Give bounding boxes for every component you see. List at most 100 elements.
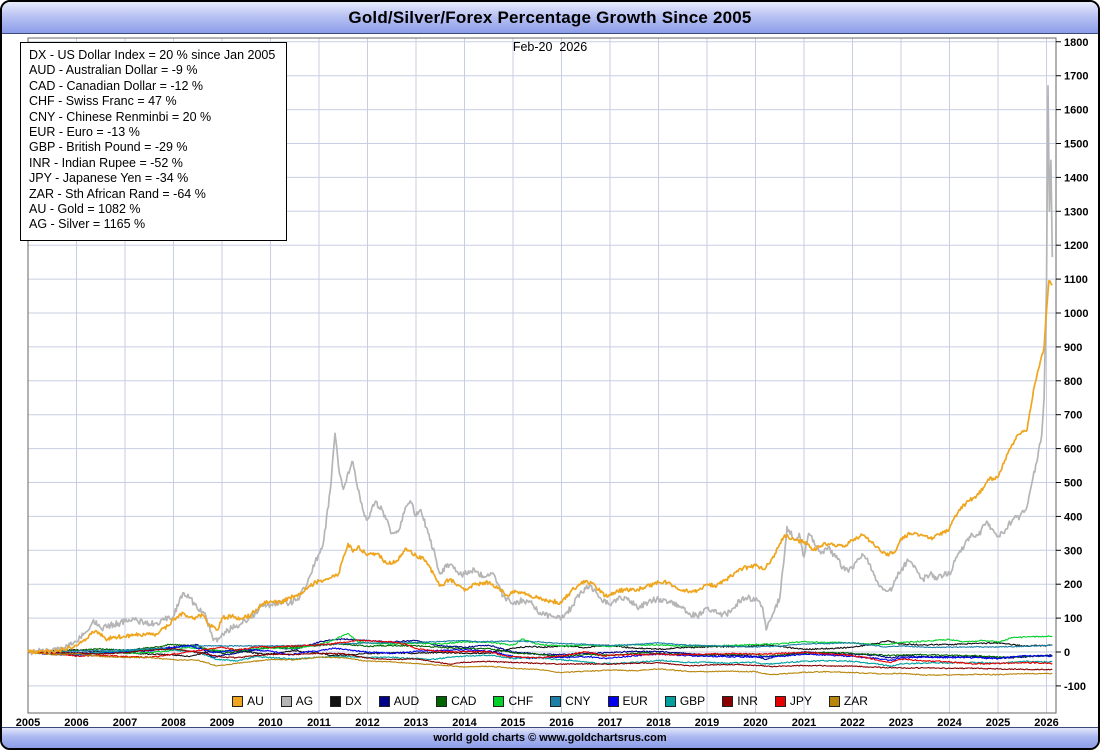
svg-text:2006: 2006: [64, 717, 88, 728]
x-axis: 2005 2006 2007 2008 2009 2010 2011 2012 2013 2014…: [16, 717, 1059, 728]
legend-item-cny: CNY: [550, 694, 591, 708]
legend-label-dx: DX: [345, 694, 362, 708]
legend-item-zar: ZAR: [828, 694, 868, 708]
legend-label-aud: AUD: [393, 694, 420, 708]
svg-text:2019: 2019: [695, 717, 719, 728]
svg-text:2020: 2020: [743, 717, 767, 728]
chart-title: Gold/Silver/Forex Percentage Growth Sinc…: [348, 7, 752, 27]
svg-text:1300: 1300: [1064, 206, 1088, 218]
series-legend: AU AG DX AUD CAD CHF CNY EUR GBP INR JPY ZAR: [2, 694, 1098, 708]
legend-swatch-gbp: [664, 695, 676, 707]
legend-swatch-cny: [550, 695, 562, 707]
legend-label-eur: EUR: [622, 694, 648, 708]
legend-label-jpy: JPY: [789, 694, 812, 708]
svg-text:2021: 2021: [792, 717, 816, 728]
svg-text:1700: 1700: [1064, 71, 1088, 83]
series-line-ag: [27, 85, 1054, 656]
svg-text:800: 800: [1064, 376, 1082, 388]
svg-text:1000: 1000: [1064, 308, 1088, 320]
svg-text:2012: 2012: [355, 717, 379, 728]
svg-text:2026: 2026: [1034, 717, 1058, 728]
legend-swatch-ag: [280, 695, 292, 707]
svg-text:400: 400: [1064, 511, 1082, 523]
summary-line-ag: AG - Silver = 1165 %: [29, 217, 146, 232]
legend-swatch-jpy: [774, 695, 786, 707]
footer-bar: world gold charts © www.goldchartsrus.co…: [2, 727, 1098, 748]
summary-line-aud: AUD - Australian Dollar = -9 %: [29, 63, 198, 78]
legend-label-chf: CHF: [508, 694, 534, 708]
legend-item-dx: DX: [330, 694, 362, 708]
svg-text:2025: 2025: [986, 717, 1010, 728]
svg-text:2008: 2008: [161, 717, 185, 728]
summary-line-dx: DX - US Dollar Index = 20 % since Jan 20…: [29, 48, 276, 62]
plot-border: [27, 37, 1057, 714]
svg-text:2022: 2022: [840, 717, 864, 728]
svg-text:1200: 1200: [1064, 240, 1088, 252]
summary-line-au: AU - Gold = 1082 %: [29, 202, 141, 217]
series-line-jpy: [27, 639, 1053, 665]
svg-text:1800: 1800: [1064, 37, 1088, 49]
legend-item-au: AU: [232, 694, 264, 708]
svg-text:200: 200: [1064, 579, 1082, 591]
svg-text:2009: 2009: [210, 717, 234, 728]
summary-legend-box: DX - US Dollar Index = 20 % since Jan 20…: [20, 42, 288, 241]
svg-text:0: 0: [1064, 647, 1070, 659]
legend-swatch-chf: [493, 695, 505, 707]
chart-area: -100 0 100 200 300 400 500 600 700 800 900 1000 1100…: [2, 34, 1098, 728]
legend-swatch-dx: [330, 695, 342, 707]
svg-text:900: 900: [1064, 342, 1082, 354]
summary-line-cny: CNY - Chinese Renminbi = 20 %: [29, 109, 212, 124]
svg-text:2018: 2018: [646, 717, 670, 728]
legend-swatch-au: [232, 695, 244, 707]
legend-swatch-cad: [436, 695, 448, 707]
legend-label-cny: CNY: [565, 694, 591, 708]
svg-text:2023: 2023: [889, 717, 913, 728]
legend-label-ag: AG: [295, 694, 314, 708]
summary-line-inr: INR - Indian Rupee = -52 %: [29, 155, 183, 170]
legend-item-ag: AG: [280, 694, 314, 708]
svg-text:2024: 2024: [937, 717, 962, 728]
legend-swatch-zar: [828, 695, 840, 707]
svg-text:2017: 2017: [598, 717, 622, 728]
svg-text:1400: 1400: [1064, 172, 1088, 184]
svg-text:1600: 1600: [1064, 105, 1088, 117]
series-line-zar: [27, 651, 1053, 677]
date-label: Feb-20 2026: [512, 40, 588, 54]
legend-swatch-aud: [378, 695, 390, 707]
summary-line-gbp: GBP - British Pound = -29 %: [29, 140, 188, 155]
summary-line-chf: CHF - Swiss Franc = 47 %: [29, 94, 177, 109]
legend-label-cad: CAD: [451, 694, 477, 708]
svg-text:2016: 2016: [549, 717, 573, 728]
title-bar: Gold/Silver/Forex Percentage Growth Sinc…: [2, 2, 1098, 34]
series-line-chf: [27, 632, 1053, 656]
legend-item-cad: CAD: [436, 694, 476, 708]
legend-swatch-inr: [722, 695, 734, 707]
summary-line-eur: EUR - Euro = -13 %: [29, 125, 140, 140]
series-line-inr: [27, 647, 1053, 671]
series-line-cny: [28, 639, 1053, 653]
svg-text:2015: 2015: [501, 717, 525, 728]
svg-text:500: 500: [1064, 478, 1082, 490]
series-line-dx: [28, 640, 1053, 658]
legend-label-inr: INR: [737, 694, 758, 708]
svg-text:2005: 2005: [16, 717, 40, 728]
summary-line-jpy: JPY - Japanese Yen = -34 %: [29, 171, 189, 186]
svg-text:700: 700: [1064, 410, 1082, 422]
svg-text:2010: 2010: [258, 717, 282, 728]
legend-label-gbp: GBP: [679, 694, 706, 708]
svg-text:1500: 1500: [1064, 139, 1088, 151]
legend-item-inr: INR: [722, 694, 758, 708]
svg-text:2011: 2011: [307, 717, 331, 728]
y-axis: -100 0 100 200 300 400 500 600 700 800 900 1000 1100…: [1056, 37, 1088, 693]
svg-text:2014: 2014: [452, 717, 477, 728]
svg-text:2013: 2013: [404, 717, 428, 728]
legend-label-zar: ZAR: [843, 694, 868, 708]
legend-item-gbp: GBP: [664, 694, 706, 708]
legend-item-chf: CHF: [493, 694, 533, 708]
svg-text:300: 300: [1064, 545, 1082, 557]
summary-line-cad: CAD - Canadian Dollar = -12 %: [29, 78, 204, 93]
legend-item-aud: AUD: [378, 694, 420, 708]
legend-label-au: AU: [247, 694, 264, 708]
legend-item-eur: EUR: [607, 694, 648, 708]
